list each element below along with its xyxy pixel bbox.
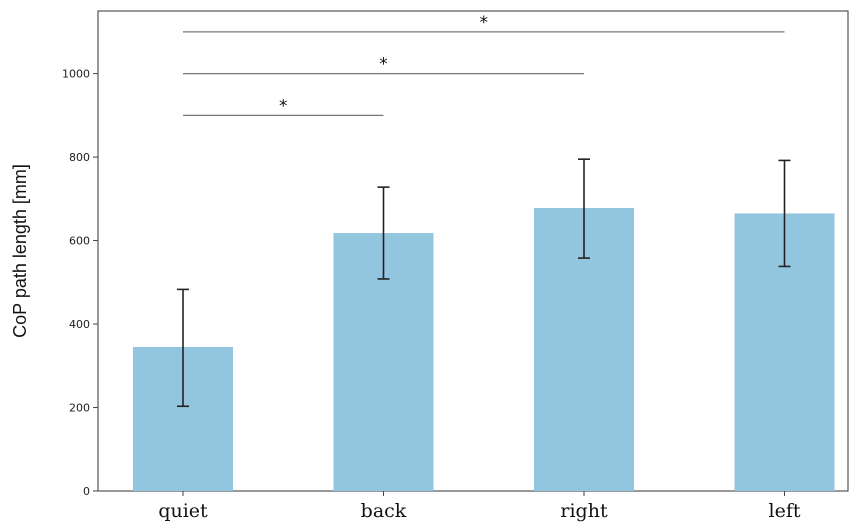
plot-frame (97, 10, 849, 492)
x-tick-label-back: back (361, 500, 407, 522)
error-bar-left (778, 159, 791, 268)
y-axis: 0 200 400 600 800 1000 (62, 68, 98, 498)
error-bar-back (377, 186, 390, 280)
x-tick-label-quiet: quiet (158, 500, 208, 522)
y-tick-label: 200 (69, 402, 90, 415)
bar-series (133, 208, 835, 491)
error-bar-quiet (177, 288, 189, 408)
y-tick-label: 400 (69, 318, 90, 331)
x-axis: quiet back right left (158, 491, 801, 522)
y-tick-label: 0 (83, 485, 90, 498)
significance-star: * (279, 96, 288, 116)
significance-brackets: * * * (183, 13, 785, 116)
x-tick-label-left: left (769, 500, 801, 522)
y-axis-label: CoP path length [mm] (10, 164, 30, 338)
significance-bracket-quiet-right: * (183, 55, 584, 75)
y-tick-label: 1000 (62, 68, 90, 81)
significance-bracket-quiet-left: * (183, 13, 785, 33)
x-tick-label-right: right (560, 500, 608, 522)
significance-star: * (379, 55, 388, 75)
error-bar-right (578, 158, 590, 259)
significance-star: * (480, 13, 489, 33)
significance-bracket-quiet-back: * (183, 96, 384, 116)
y-tick-label: 800 (69, 151, 90, 164)
error-bars (177, 158, 791, 408)
y-tick-label: 600 (69, 235, 90, 248)
